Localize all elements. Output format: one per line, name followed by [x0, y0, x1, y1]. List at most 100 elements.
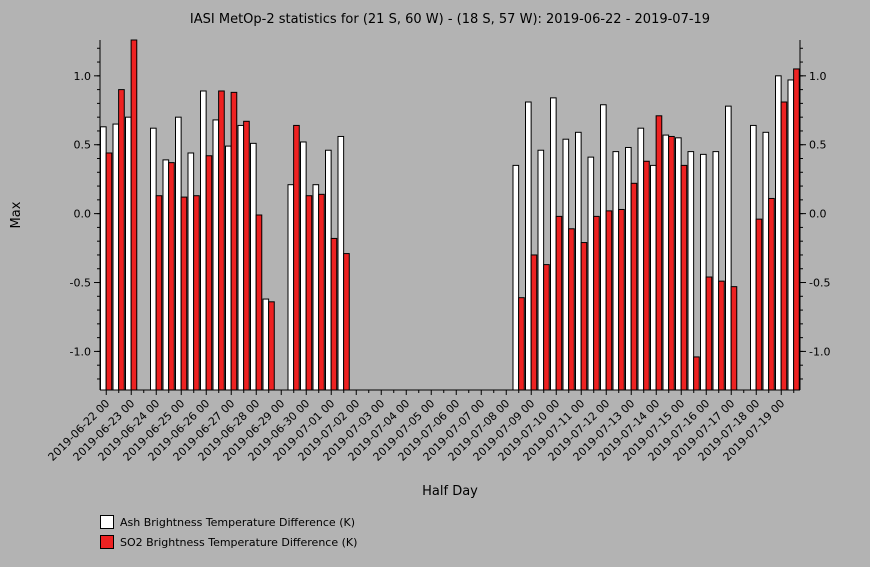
so2-bar: [205, 155, 213, 391]
so2-bar: [155, 195, 163, 391]
ash-bar: [725, 105, 732, 391]
ash-bar: [587, 156, 595, 391]
so2-bar: [793, 68, 800, 391]
y-tick-label-left: 0.5: [74, 139, 92, 152]
legend-item-ash: Ash Brightness Temperature Difference (K…: [100, 512, 357, 532]
ash-bar: [750, 124, 757, 391]
ash-bar: [325, 149, 332, 391]
so2-bar: [768, 197, 775, 391]
ash-bar: [575, 131, 582, 391]
ash-bar: [200, 90, 207, 391]
ash-bar: [525, 101, 532, 391]
so2-bar: [518, 297, 525, 391]
ash-bar: [312, 184, 320, 391]
so2-bar: [655, 115, 663, 391]
ash-bar: [150, 127, 157, 391]
y-axis-label: Max: [9, 201, 24, 228]
so2-bar: [218, 90, 225, 391]
so2-bar: [630, 182, 638, 391]
legend-item-so2: SO2 Brightness Temperature Difference (K…: [100, 532, 357, 552]
so2-bar: [293, 124, 300, 391]
ash-bar: [537, 149, 545, 391]
so2-bar: [230, 91, 238, 391]
ash-bar: [675, 137, 682, 391]
ash-bar: [225, 145, 232, 391]
ash-bar: [100, 126, 107, 391]
so2-bar: [530, 254, 538, 391]
ash-bar: [662, 134, 670, 391]
ash-bar: [187, 152, 195, 391]
y-tick-label-left: 1.0: [74, 70, 92, 83]
so2-bar: [643, 160, 650, 391]
y-tick-label-right: 0.0: [809, 208, 827, 221]
so2-bar: [268, 301, 275, 391]
ash-bar: [787, 79, 795, 391]
legend-swatch-so2: [100, 535, 114, 549]
so2-bar: [730, 286, 738, 391]
ash-bar: [212, 119, 220, 391]
ash-bar: [650, 164, 657, 391]
so2-bar: [305, 195, 313, 391]
so2-bar: [555, 215, 563, 391]
ash-bar: [287, 184, 295, 391]
ash-bar: [612, 151, 620, 391]
so2-bar: [330, 237, 338, 391]
so2-bar: [543, 264, 550, 391]
ash-bar: [300, 141, 307, 391]
ash-bar: [775, 75, 782, 391]
so2-bar: [243, 120, 250, 391]
ash-bar: [337, 135, 345, 391]
so2-bar: [580, 242, 588, 391]
y-tick-label-right: -1.0: [809, 345, 830, 358]
ash-bar: [512, 164, 520, 391]
ash-bar: [562, 138, 570, 391]
ash-bar: [125, 116, 132, 391]
so2-bar: [718, 280, 725, 391]
so2-bar: [755, 218, 763, 391]
y-tick-label-right: 1.0: [809, 70, 827, 83]
so2-bar: [343, 253, 350, 391]
ash-bar: [237, 124, 245, 391]
ash-bar: [762, 131, 770, 391]
so2-bar: [605, 210, 613, 391]
so2-bar: [255, 214, 263, 391]
so2-bar: [568, 228, 575, 391]
chart-title: IASI MetOp-2 statistics for (21 S, 60 W)…: [190, 12, 710, 27]
so2-bar: [105, 152, 113, 391]
y-tick-label-left: -0.5: [70, 277, 91, 290]
so2-bar: [318, 193, 325, 391]
y-tick-label-right: 0.5: [809, 139, 827, 152]
legend: Ash Brightness Temperature Difference (K…: [100, 512, 357, 552]
ash-bar: [712, 151, 720, 391]
legend-label-ash: Ash Brightness Temperature Difference (K…: [120, 515, 355, 529]
y-tick-label-left: -1.0: [70, 345, 91, 358]
ash-bar: [550, 97, 557, 391]
legend-label-so2: SO2 Brightness Temperature Difference (K…: [120, 535, 358, 549]
ash-bar: [250, 142, 257, 391]
so2-bar: [168, 162, 175, 391]
y-tick-label-left: 0.0: [74, 208, 92, 221]
so2-bar: [680, 164, 688, 391]
so2-bar: [668, 135, 675, 391]
y-tick-label-right: -0.5: [809, 277, 830, 290]
so2-bar: [705, 276, 713, 391]
ash-bar: [637, 127, 645, 391]
ash-bar: [625, 146, 632, 391]
so2-bar: [780, 101, 788, 391]
ash-bar: [175, 116, 182, 391]
so2-bar: [118, 89, 125, 391]
so2-bar: [180, 196, 188, 391]
legend-swatch-ash: [100, 515, 114, 529]
so2-bar: [193, 195, 200, 391]
so2-bar: [618, 208, 625, 391]
so2-bar: [130, 39, 138, 391]
ash-bar: [112, 123, 120, 391]
ash-bar: [162, 159, 170, 391]
ash-bar: [700, 153, 707, 391]
ash-bar: [600, 104, 607, 391]
x-axis-label: Half Day: [422, 484, 478, 499]
ash-bar: [262, 298, 270, 391]
so2-bar: [693, 356, 700, 391]
